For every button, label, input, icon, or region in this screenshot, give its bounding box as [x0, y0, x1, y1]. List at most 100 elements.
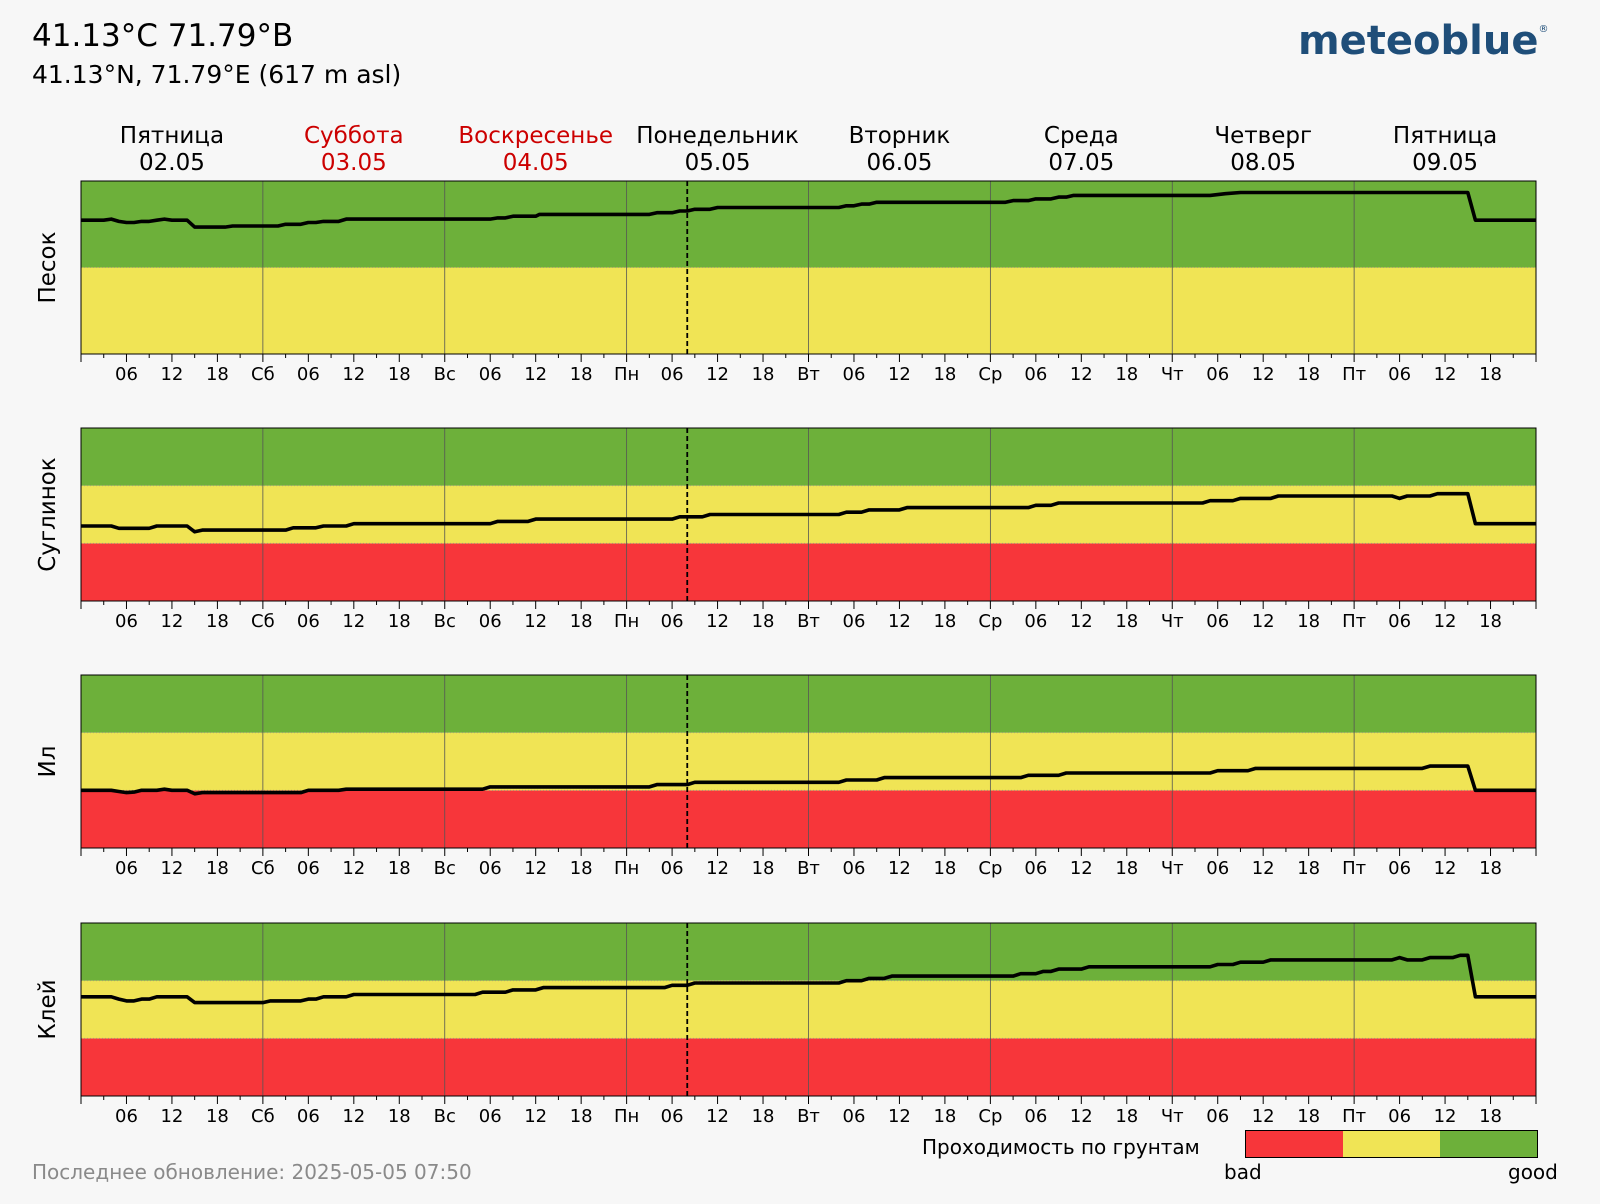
x-tick-label: 18	[1115, 858, 1138, 879]
day-name-label: Воскресенье	[458, 123, 613, 149]
x-tick-label: 06	[1024, 364, 1047, 385]
x-tick-label: 18	[1479, 611, 1502, 632]
x-tick-label: 12	[342, 364, 365, 385]
x-tick-label: 12	[888, 611, 911, 632]
x-tick-label: Пн	[614, 364, 639, 385]
x-tick-label: 06	[843, 858, 866, 879]
x-tick-label: 06	[1024, 858, 1047, 879]
legend-swatch-medium	[1343, 1131, 1440, 1157]
x-tick-label: Пт	[1342, 858, 1366, 879]
x-tick-label: 12	[160, 611, 183, 632]
x-tick-label: Сб	[251, 858, 275, 879]
x-tick-label: 18	[388, 364, 411, 385]
x-tick-label: 12	[524, 858, 547, 879]
x-tick-label: 18	[1479, 1106, 1502, 1127]
x-tick-label: 18	[1297, 611, 1320, 632]
x-tick-label: 12	[524, 1106, 547, 1127]
x-tick-label: 06	[115, 611, 138, 632]
day-name-label: Четверг	[1214, 123, 1312, 149]
x-tick-label: 12	[706, 1106, 729, 1127]
x-tick-label: 12	[1070, 1106, 1093, 1127]
meteoblue-logo[interactable]: meteoblue®	[1298, 18, 1549, 64]
x-tick-label: Сб	[251, 364, 275, 385]
x-tick-label: 18	[933, 611, 956, 632]
trafficability-line	[81, 764, 1536, 796]
x-tick-label: 06	[1388, 364, 1411, 385]
x-tick-label: 18	[388, 1106, 411, 1127]
x-tick-label: Пн	[614, 858, 639, 879]
x-tick-label: 12	[1434, 858, 1457, 879]
x-tick-label: Чт	[1161, 364, 1184, 385]
x-tick-label: 12	[524, 611, 547, 632]
day-date-label: 02.05	[139, 150, 205, 176]
x-tick-label: 18	[1479, 364, 1502, 385]
panel-4: 06 12 18 Сб 06 12 18 Вс 06 12 18 Пн 06 12 18 Вт 06 12 18 Ср…	[35, 922, 1537, 1127]
x-tick-label: 06	[479, 858, 502, 879]
x-tick-label: 18	[933, 1106, 956, 1127]
x-tick-label: 18	[1115, 364, 1138, 385]
panel-2: 06 12 18 Сб 06 12 18 Вс 06 12 18 Пн 06 12 18 Вт 06 12 18 Ср…	[35, 427, 1537, 632]
legend-title: Проходимость по грунтам	[922, 1135, 1200, 1159]
x-tick-label: 06	[843, 611, 866, 632]
x-tick-label: Вс	[434, 611, 456, 632]
day-date-label: 05.05	[685, 150, 751, 176]
day-date-label: 07.05	[1048, 150, 1114, 176]
x-tick-label: 12	[342, 611, 365, 632]
trafficability-line	[81, 190, 1536, 229]
x-tick-label: 18	[752, 858, 775, 879]
x-tick-label: Вс	[434, 858, 456, 879]
x-tick-label: 18	[1115, 1106, 1138, 1127]
registered-mark: ®	[1538, 24, 1549, 35]
x-tick-label: 18	[933, 858, 956, 879]
x-tick-label: 12	[706, 364, 729, 385]
x-tick-label: Пн	[614, 611, 639, 632]
x-tick-label: Ср	[978, 364, 1002, 385]
x-tick-label: 18	[752, 611, 775, 632]
x-tick-label: 18	[1297, 364, 1320, 385]
x-tick-label: Чт	[1161, 858, 1184, 879]
x-tick-label: 18	[1297, 858, 1320, 879]
legend-good-label: good	[1508, 1160, 1558, 1184]
x-tick-label: 18	[1115, 611, 1138, 632]
legend-bad-label: bad	[1224, 1160, 1262, 1184]
x-tick-label: 18	[1479, 858, 1502, 879]
x-tick-label: 06	[843, 1106, 866, 1127]
x-tick-label: 12	[1252, 364, 1275, 385]
x-tick-label: Вс	[434, 364, 456, 385]
x-tick-label: Пн	[614, 1106, 639, 1127]
day-date-label: 08.05	[1230, 150, 1296, 176]
x-tick-label: 18	[752, 364, 775, 385]
x-tick-label: 12	[342, 1106, 365, 1127]
x-tick-label: 12	[1252, 858, 1275, 879]
trafficability-line	[81, 491, 1536, 534]
legend-color-bar	[1245, 1130, 1538, 1158]
x-tick-label: 06	[479, 364, 502, 385]
location-subtitle: 41.13°N, 71.79°E (617 m asl)	[32, 60, 402, 89]
day-name-label: Среда	[1044, 123, 1119, 149]
x-tick-label: 06	[1206, 1106, 1229, 1127]
x-tick-label: 12	[524, 364, 547, 385]
x-tick-label: 18	[570, 364, 593, 385]
panel-1: 06 12 18 Сб 06 12 18 Вс 06 12 18 Пн 06 12 18 Вт 06 12 18 Ср…	[35, 180, 1537, 385]
x-tick-label: 18	[933, 364, 956, 385]
x-tick-label: 12	[1070, 611, 1093, 632]
x-tick-label: 06	[1024, 1106, 1047, 1127]
day-date-label: 09.05	[1412, 150, 1478, 176]
x-tick-label: Пт	[1342, 1106, 1366, 1127]
x-tick-label: 18	[570, 858, 593, 879]
x-tick-label: 06	[297, 611, 320, 632]
x-tick-label: Чт	[1161, 1106, 1184, 1127]
x-tick-label: 12	[342, 858, 365, 879]
x-tick-label: 06	[661, 611, 684, 632]
panel-3: 06 12 18 Сб 06 12 18 Вс 06 12 18 Пн 06 12 18 Вт 06 12 18 Ср…	[35, 674, 1537, 879]
x-tick-label: Ср	[978, 858, 1002, 879]
panel-ylabel: Ил	[35, 746, 61, 778]
x-tick-label: 12	[1070, 858, 1093, 879]
last-update-text: Последнее обновление: 2025-05-05 07:50	[32, 1160, 472, 1184]
x-tick-label: 06	[1024, 611, 1047, 632]
day-name-label: Пятница	[1393, 123, 1497, 149]
x-tick-label: 06	[1388, 858, 1411, 879]
x-tick-label: 06	[1388, 611, 1411, 632]
x-tick-label: 12	[888, 1106, 911, 1127]
